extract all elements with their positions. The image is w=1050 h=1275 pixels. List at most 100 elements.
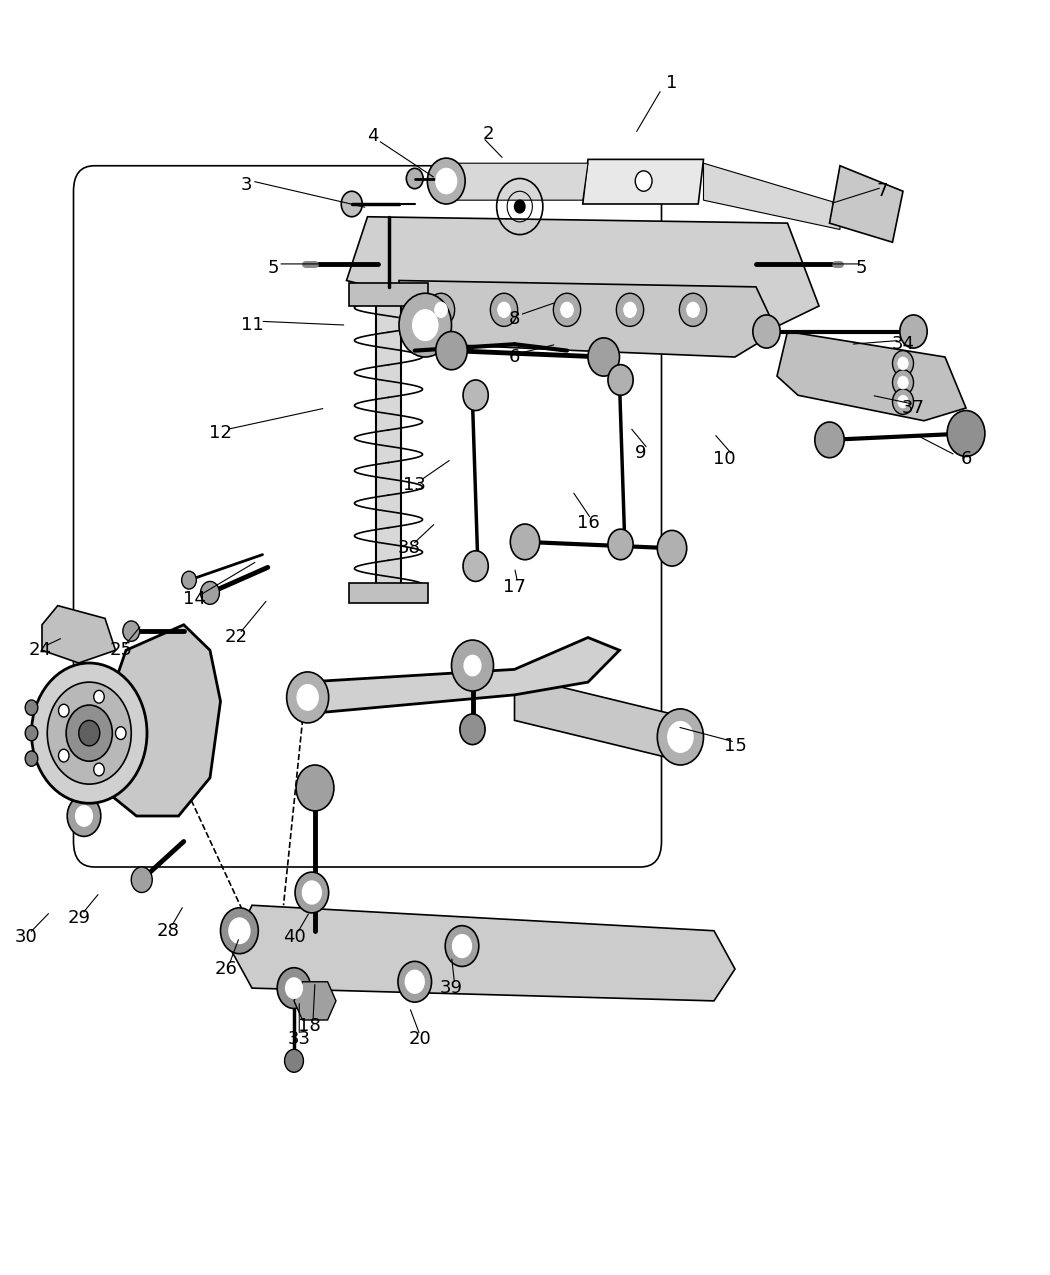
Text: 22: 22 — [225, 629, 248, 646]
Circle shape — [679, 293, 707, 326]
Circle shape — [66, 705, 112, 761]
Circle shape — [131, 867, 152, 892]
Text: 3: 3 — [242, 176, 252, 194]
Circle shape — [93, 690, 104, 703]
Circle shape — [32, 663, 147, 803]
Text: 34: 34 — [891, 335, 915, 353]
Circle shape — [445, 926, 479, 966]
Circle shape — [59, 704, 69, 717]
Circle shape — [898, 376, 908, 389]
Polygon shape — [583, 159, 704, 204]
Circle shape — [452, 640, 494, 691]
Text: 1: 1 — [667, 74, 677, 92]
Circle shape — [405, 970, 424, 993]
Circle shape — [302, 881, 321, 904]
Text: 24: 24 — [28, 641, 51, 659]
Circle shape — [25, 751, 38, 766]
Polygon shape — [346, 217, 819, 332]
Circle shape — [815, 422, 844, 458]
Circle shape — [514, 200, 525, 213]
Polygon shape — [514, 676, 693, 759]
Circle shape — [220, 908, 258, 954]
Circle shape — [79, 720, 100, 746]
Text: 40: 40 — [282, 928, 306, 946]
Circle shape — [47, 682, 131, 784]
Polygon shape — [304, 638, 620, 714]
Circle shape — [898, 395, 908, 408]
Circle shape — [464, 655, 481, 676]
Text: 15: 15 — [723, 737, 747, 755]
Circle shape — [295, 872, 329, 913]
Circle shape — [898, 357, 908, 370]
Circle shape — [753, 315, 780, 348]
Circle shape — [93, 764, 104, 776]
Circle shape — [900, 315, 927, 348]
Polygon shape — [42, 606, 116, 663]
Text: 11: 11 — [240, 316, 264, 334]
Polygon shape — [830, 166, 903, 242]
Circle shape — [553, 293, 581, 326]
Polygon shape — [231, 905, 735, 1001]
Circle shape — [657, 530, 687, 566]
Circle shape — [286, 978, 302, 998]
Text: 38: 38 — [398, 539, 421, 557]
Polygon shape — [777, 332, 966, 421]
Circle shape — [67, 796, 101, 836]
Text: 12: 12 — [209, 425, 232, 442]
Text: 28: 28 — [156, 922, 180, 940]
Text: 5: 5 — [856, 259, 866, 277]
Circle shape — [892, 370, 914, 395]
Circle shape — [25, 725, 38, 741]
Circle shape — [287, 672, 329, 723]
FancyBboxPatch shape — [376, 293, 401, 599]
Circle shape — [588, 338, 619, 376]
Circle shape — [608, 365, 633, 395]
Circle shape — [561, 302, 573, 317]
Polygon shape — [294, 982, 336, 1020]
Text: 13: 13 — [403, 476, 426, 493]
Circle shape — [277, 968, 311, 1009]
Circle shape — [123, 621, 140, 641]
Text: 8: 8 — [509, 310, 520, 328]
Circle shape — [687, 302, 699, 317]
Text: 30: 30 — [15, 928, 38, 946]
Text: 33: 33 — [288, 1030, 311, 1048]
Circle shape — [460, 714, 485, 745]
Circle shape — [427, 158, 465, 204]
Circle shape — [399, 293, 452, 357]
Circle shape — [616, 293, 644, 326]
Circle shape — [947, 411, 985, 456]
Circle shape — [436, 168, 457, 194]
Circle shape — [608, 529, 633, 560]
Circle shape — [229, 918, 250, 944]
Circle shape — [453, 935, 471, 958]
Text: 20: 20 — [408, 1030, 432, 1048]
Text: 26: 26 — [214, 960, 237, 978]
Text: 18: 18 — [298, 1017, 321, 1035]
Circle shape — [116, 727, 126, 739]
Circle shape — [25, 700, 38, 715]
Text: 17: 17 — [503, 578, 526, 595]
Circle shape — [668, 722, 693, 752]
Circle shape — [435, 302, 447, 317]
FancyBboxPatch shape — [349, 583, 428, 603]
Circle shape — [436, 332, 467, 370]
Circle shape — [201, 581, 219, 604]
Circle shape — [624, 302, 636, 317]
Text: 37: 37 — [902, 399, 925, 417]
Circle shape — [427, 293, 455, 326]
Text: 2: 2 — [483, 125, 493, 143]
Circle shape — [463, 551, 488, 581]
Circle shape — [297, 685, 318, 710]
Circle shape — [657, 709, 704, 765]
Circle shape — [490, 293, 518, 326]
FancyBboxPatch shape — [349, 283, 428, 306]
Text: 6: 6 — [961, 450, 971, 468]
Circle shape — [892, 389, 914, 414]
Text: 10: 10 — [713, 450, 736, 468]
Circle shape — [182, 571, 196, 589]
Text: 9: 9 — [635, 444, 646, 462]
Text: 4: 4 — [368, 128, 378, 145]
Circle shape — [59, 750, 69, 762]
Text: 5: 5 — [268, 259, 278, 277]
